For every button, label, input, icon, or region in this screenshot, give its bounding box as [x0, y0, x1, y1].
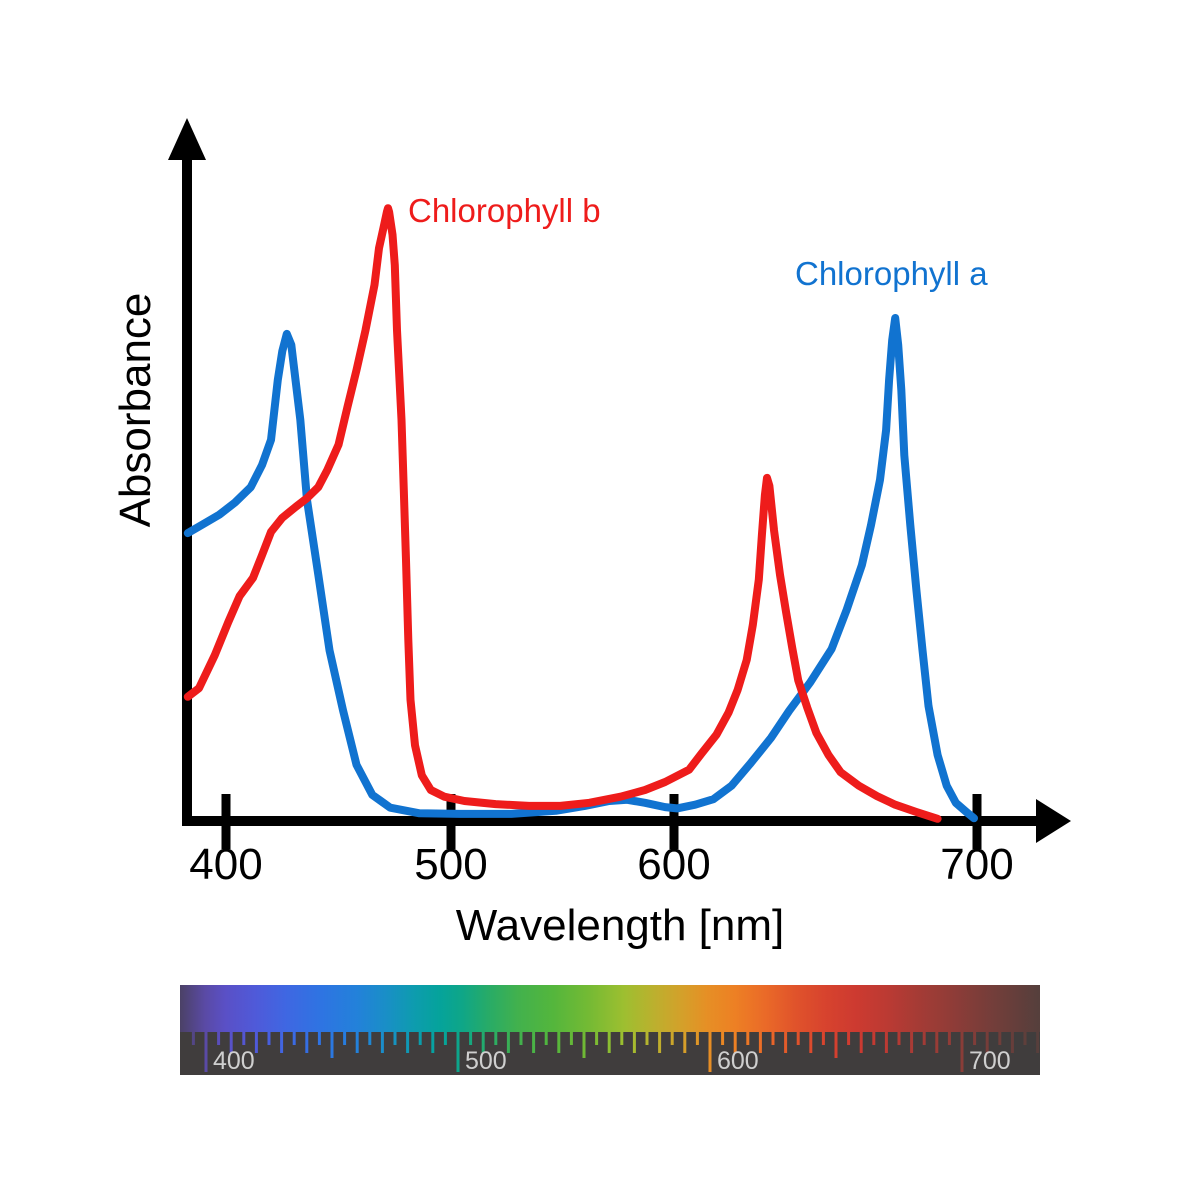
spectrum-tick-label: 400 [213, 1047, 255, 1075]
visible-spectrum-bar: 400 500 600 700 [180, 985, 1040, 1075]
y-axis-arrow-icon [168, 118, 206, 160]
spectrum-bar-labels: 400 500 600 700 [213, 1047, 1011, 1075]
absorbance-plot: 400 500 600 700 Absorbance Wavelength [nm] … [111, 118, 1071, 950]
spectrum-tick-label: 600 [717, 1047, 759, 1075]
spectrum-tick-label: 700 [969, 1047, 1011, 1075]
x-tick-label: 700 [940, 840, 1013, 889]
spectrum-tick-label: 500 [465, 1047, 507, 1075]
x-tick-label: 400 [189, 840, 262, 889]
y-axis-title: Absorbance [111, 293, 160, 528]
x-axis-arrow-icon [1036, 799, 1071, 843]
chlorophyll-a-curve [183, 314, 978, 823]
spectrum-bar-ticks [191, 1032, 1040, 1072]
x-axis-title: Wavelength [nm] [456, 901, 785, 950]
chlorophyll-b-curve [183, 204, 942, 823]
spectrum-gradient-band [180, 985, 1040, 1032]
x-axis-ticks [221, 794, 982, 849]
x-tick-label: 500 [414, 840, 487, 889]
x-axis-tick-labels: 400 500 600 700 [189, 840, 1013, 889]
x-tick-label: 600 [637, 840, 710, 889]
chlorophyll-a-label: Chlorophyll a [795, 255, 988, 292]
chlorophyll-b-label: Chlorophyll b [408, 192, 601, 229]
